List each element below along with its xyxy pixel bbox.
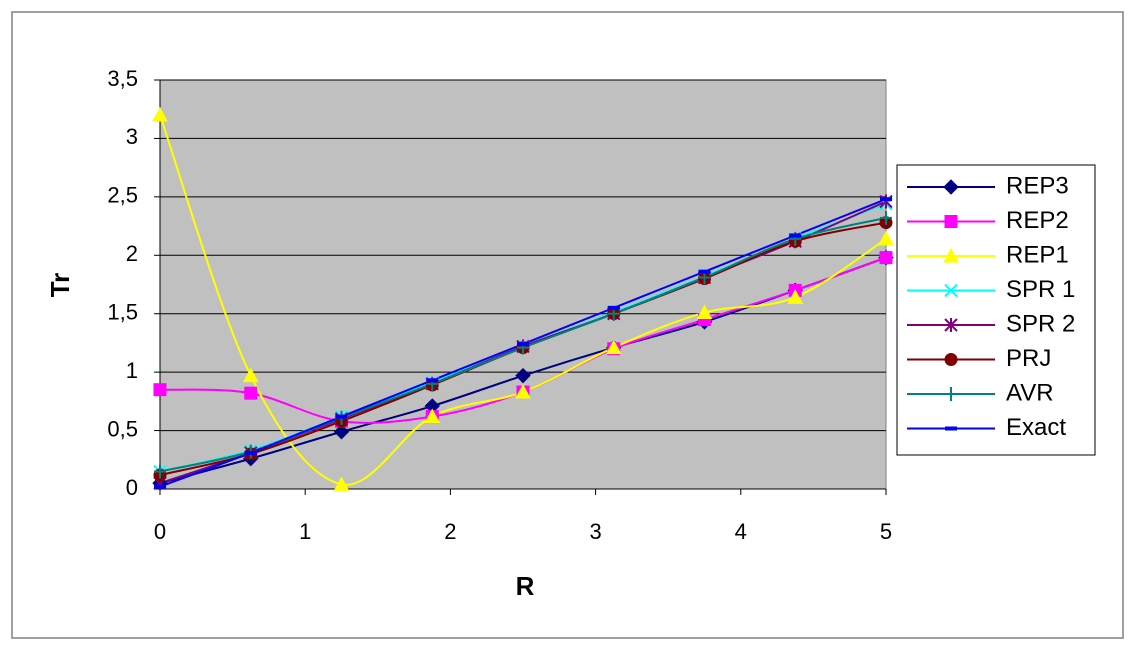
data-point [880, 210, 892, 225]
data-point [333, 424, 350, 440]
y-tick-label: 1 [126, 358, 138, 383]
legend-marker [944, 353, 958, 366]
y-tick-label: 0,5 [107, 416, 138, 441]
data-point [517, 342, 529, 347]
y-axis-title: Tr [45, 273, 75, 298]
data-point [426, 378, 439, 383]
data-point [789, 233, 802, 238]
legend [896, 164, 1096, 456]
x-tick-label: 2 [444, 519, 456, 544]
legend-marker [944, 318, 958, 332]
data-point [879, 251, 893, 265]
data-point [515, 383, 531, 399]
legend-label: REP1 [1006, 241, 1069, 268]
data-point [424, 408, 441, 424]
y-tick-label: 2 [126, 241, 138, 266]
y-tick-label: 0 [126, 475, 138, 500]
legend-marker [945, 426, 957, 431]
legend-marker [943, 179, 959, 195]
legend-label: REP2 [1006, 207, 1069, 234]
legend-label: REP3 [1006, 172, 1069, 199]
data-point [154, 464, 166, 479]
x-tick-label: 3 [589, 519, 601, 544]
x-tick-label: 0 [154, 519, 166, 544]
data-point [878, 230, 894, 246]
data-point [515, 367, 531, 384]
data-point [154, 484, 166, 489]
y-tick-label: 3,5 [107, 66, 138, 91]
y-tick-label: 3 [126, 124, 138, 149]
data-point [787, 289, 804, 304]
data-point [335, 414, 348, 419]
legend-label: SPR 1 [1006, 276, 1075, 303]
x-tick-label: 4 [735, 519, 747, 544]
data-point [698, 269, 711, 274]
data-point [152, 107, 168, 122]
legend-marker [944, 215, 958, 228]
legend-label: PRJ [1006, 345, 1051, 372]
x-tick-label: 1 [299, 519, 311, 544]
plot-area [159, 79, 887, 490]
x-axis-title: R [516, 571, 535, 601]
legend-label: AVR [1006, 379, 1054, 406]
legend-marker [945, 387, 957, 401]
data-point [244, 450, 257, 455]
x-tick-label: 5 [880, 519, 892, 544]
legend-marker [943, 247, 959, 263]
data-point [605, 339, 622, 355]
data-point [242, 367, 259, 383]
data-point [696, 304, 713, 320]
legend-label: Exact [1006, 414, 1066, 441]
y-tick-label: 1,5 [107, 300, 138, 325]
data-point [153, 383, 167, 397]
legend-label: SPR 2 [1006, 310, 1075, 337]
legend-marker [944, 283, 958, 298]
data-point [244, 386, 258, 400]
data-point [607, 305, 620, 310]
data-point [333, 476, 350, 491]
data-point [880, 197, 892, 202]
y-tick-label: 2,5 [107, 183, 138, 208]
